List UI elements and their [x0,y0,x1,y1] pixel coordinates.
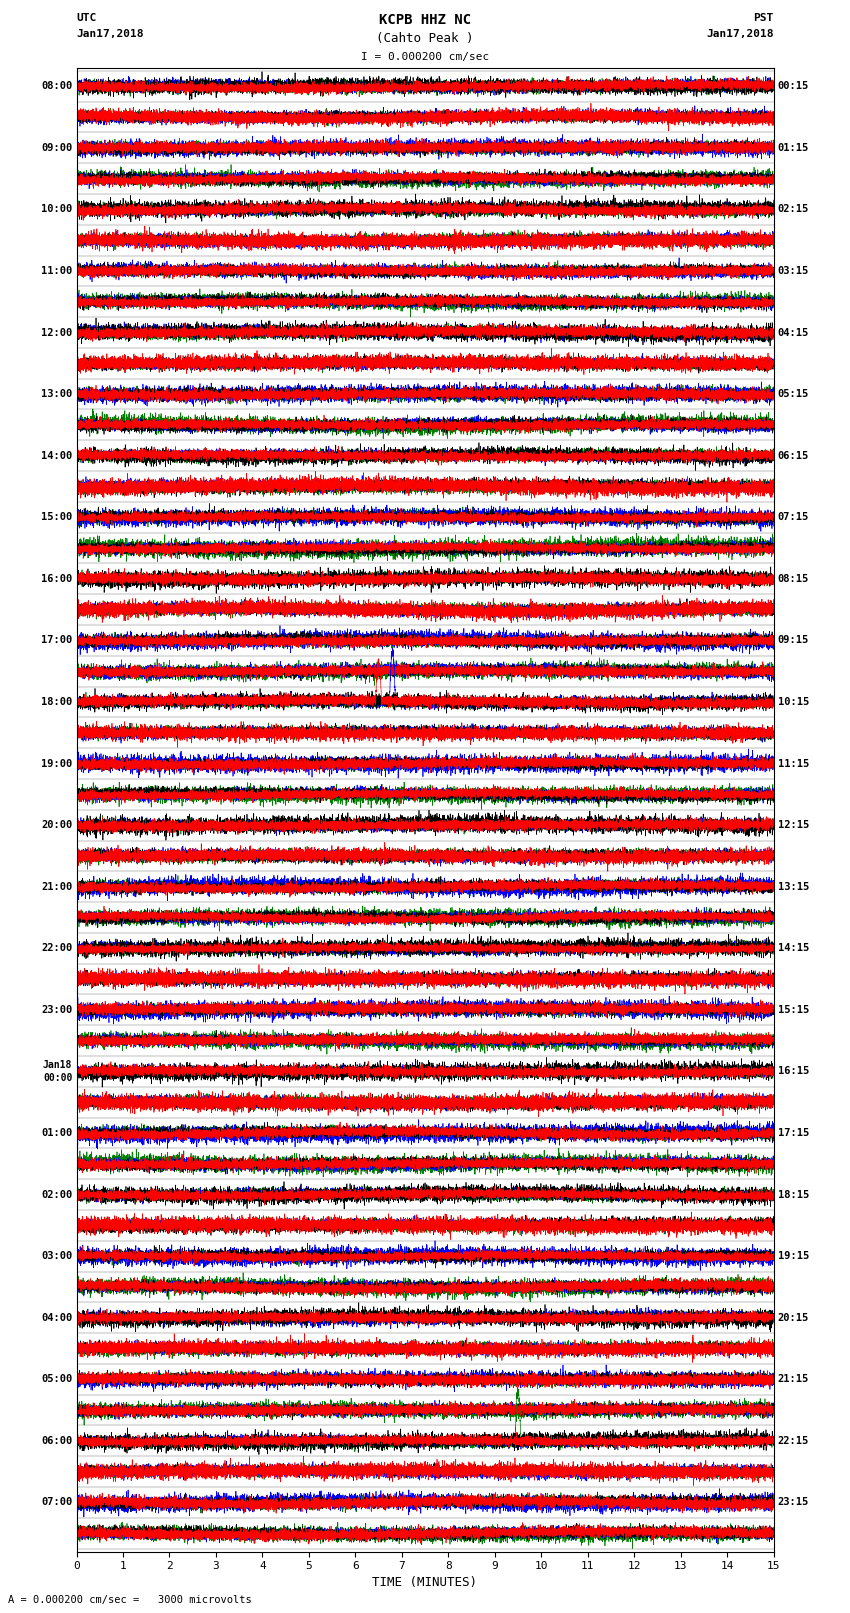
Text: 16:00: 16:00 [41,574,72,584]
Text: 23:15: 23:15 [778,1497,809,1508]
Text: 22:00: 22:00 [41,944,72,953]
Text: 09:15: 09:15 [778,636,809,645]
Text: 11:15: 11:15 [778,758,809,768]
Text: 18:15: 18:15 [778,1189,809,1200]
Text: UTC: UTC [76,13,97,23]
Text: 12:15: 12:15 [778,819,809,831]
Text: 20:15: 20:15 [778,1313,809,1323]
Text: 03:00: 03:00 [41,1252,72,1261]
Text: 23:00: 23:00 [41,1005,72,1015]
Text: 08:00: 08:00 [41,81,72,92]
Text: A = 0.000200 cm/sec =   3000 microvolts: A = 0.000200 cm/sec = 3000 microvolts [8,1595,252,1605]
Text: Jan18: Jan18 [42,1060,72,1069]
Text: 14:00: 14:00 [41,450,72,461]
Text: 01:00: 01:00 [41,1127,72,1139]
Text: I = 0.000200 cm/sec: I = 0.000200 cm/sec [361,52,489,61]
Text: 13:00: 13:00 [41,389,72,398]
Text: 08:15: 08:15 [778,574,809,584]
Text: 10:15: 10:15 [778,697,809,706]
Text: 06:15: 06:15 [778,450,809,461]
Text: 19:15: 19:15 [778,1252,809,1261]
Text: (Cahto Peak ): (Cahto Peak ) [377,32,473,45]
Text: 02:00: 02:00 [41,1189,72,1200]
Text: 02:15: 02:15 [778,205,809,215]
Text: 20:00: 20:00 [41,819,72,831]
X-axis label: TIME (MINUTES): TIME (MINUTES) [372,1576,478,1589]
Text: 04:00: 04:00 [41,1313,72,1323]
Text: 17:15: 17:15 [778,1127,809,1139]
Text: 12:00: 12:00 [41,327,72,337]
Text: 05:15: 05:15 [778,389,809,398]
Text: 07:00: 07:00 [41,1497,72,1508]
Text: 04:15: 04:15 [778,327,809,337]
Text: 17:00: 17:00 [41,636,72,645]
Text: Jan17,2018: Jan17,2018 [76,29,144,39]
Text: 21:15: 21:15 [778,1374,809,1384]
Text: 15:00: 15:00 [41,513,72,523]
Text: 06:00: 06:00 [41,1436,72,1445]
Text: 21:00: 21:00 [41,882,72,892]
Text: 01:15: 01:15 [778,144,809,153]
Text: 03:15: 03:15 [778,266,809,276]
Text: KCPB HHZ NC: KCPB HHZ NC [379,13,471,27]
Text: Jan17,2018: Jan17,2018 [706,29,774,39]
Text: 16:15: 16:15 [778,1066,809,1076]
Text: 05:00: 05:00 [41,1374,72,1384]
Text: PST: PST [753,13,774,23]
Text: 10:00: 10:00 [41,205,72,215]
Text: 09:00: 09:00 [41,144,72,153]
Text: 13:15: 13:15 [778,882,809,892]
Text: 00:15: 00:15 [778,81,809,92]
Text: 07:15: 07:15 [778,513,809,523]
Text: 18:00: 18:00 [41,697,72,706]
Text: 22:15: 22:15 [778,1436,809,1445]
Text: 11:00: 11:00 [41,266,72,276]
Text: 00:00: 00:00 [42,1073,72,1082]
Text: 15:15: 15:15 [778,1005,809,1015]
Text: 14:15: 14:15 [778,944,809,953]
Text: 19:00: 19:00 [41,758,72,768]
